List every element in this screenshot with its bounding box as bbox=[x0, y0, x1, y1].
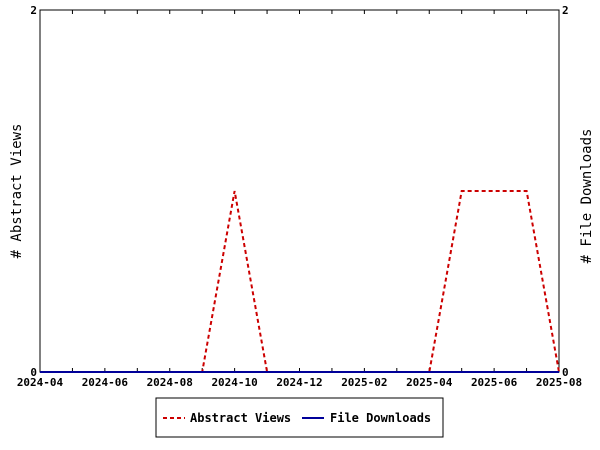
y-axis-tick-labels: 0 2 0 2 bbox=[30, 4, 568, 379]
y-axis-right-title: # File Downloads bbox=[579, 129, 595, 264]
y-right-tick-label: 2 bbox=[562, 4, 569, 17]
x-tick-label: 2025-06 bbox=[471, 376, 518, 389]
legend-label-abstract-views: Abstract Views bbox=[190, 411, 291, 425]
x-tick-label: 2025-04 bbox=[406, 376, 453, 389]
y-right-tick-label: 0 bbox=[562, 366, 569, 379]
x-tick-label: 2025-02 bbox=[341, 376, 387, 389]
x-tick-label: 2024-06 bbox=[82, 376, 129, 389]
x-tick-label: 2024-12 bbox=[276, 376, 322, 389]
x-tick-label: 2024-04 bbox=[17, 376, 64, 389]
x-tick-label: 2024-10 bbox=[211, 376, 257, 389]
plot-area bbox=[39, 9, 560, 373]
legend-label-file-downloads: File Downloads bbox=[330, 411, 431, 425]
legend: Abstract Views File Downloads bbox=[155, 397, 444, 438]
x-tick-label: 2024-08 bbox=[147, 376, 193, 389]
x-axis-tick-labels: 2024-04 2024-06 2024-08 2024-10 2024-12 2025-… bbox=[17, 376, 582, 389]
y-left-tick-label: 0 bbox=[30, 366, 37, 379]
y-left-tick-label: 2 bbox=[30, 4, 37, 17]
legend-box bbox=[155, 397, 444, 438]
x-tick-label: 2025-08 bbox=[536, 376, 582, 389]
series-lines bbox=[40, 190, 560, 373]
y-axis-left-title: # Abstract Views bbox=[9, 124, 25, 259]
